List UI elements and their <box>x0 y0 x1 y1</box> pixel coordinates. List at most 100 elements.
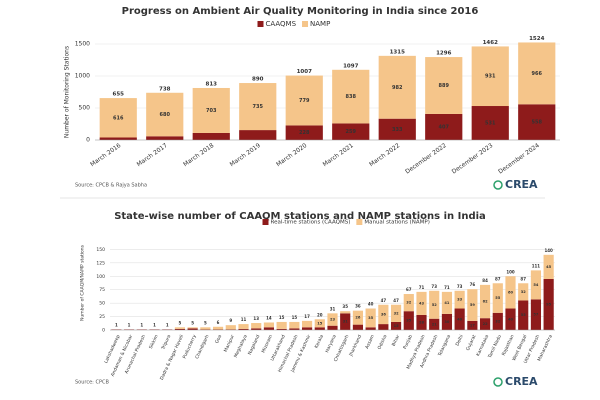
total-label: 1296 <box>436 51 451 57</box>
x-tick-label: March 2017 <box>136 142 169 168</box>
bar-segment <box>543 278 554 330</box>
x-tick-label: Punjab <box>402 334 414 350</box>
segment-label: 32 <box>394 311 400 315</box>
x-tick-label: March 2018 <box>182 142 215 168</box>
total-label: 47 <box>381 298 387 303</box>
y-tick-label: 1000 <box>75 73 90 80</box>
y-tick-label: 0 <box>86 137 90 144</box>
total-label: 655 <box>113 92 125 98</box>
bar-segment <box>276 321 287 329</box>
bar-segment <box>378 55 416 119</box>
y-tick-label: 100 <box>96 274 105 280</box>
logo: CREA <box>505 375 538 388</box>
bar-segment <box>301 327 313 330</box>
bar-segment <box>441 313 453 330</box>
bar-segment <box>505 276 516 309</box>
bar-segment <box>285 125 323 140</box>
segment-label: 41 <box>444 301 450 305</box>
x-tick-label: Goa <box>214 334 223 345</box>
x-tick-label: Haryana <box>324 334 338 354</box>
bar-segment <box>239 83 277 131</box>
chart-title: State-wise number of CAAQM stations and … <box>114 211 486 222</box>
x-tick-label: March 2019 <box>229 142 262 168</box>
segment-label: 40 <box>508 317 514 321</box>
legend-label: Manual stations (NAMP) <box>364 220 430 226</box>
total-label: 73 <box>431 284 437 289</box>
legend-swatch <box>257 21 264 27</box>
segment-label: 32 <box>495 319 501 323</box>
bar-segment <box>238 328 249 330</box>
bar-segment <box>289 321 300 329</box>
segment-label: 32 <box>406 301 412 305</box>
segment-label: 60 <box>508 290 514 294</box>
total-label: 1315 <box>390 49 405 55</box>
bar-segment <box>365 308 376 328</box>
segment-label: 15 <box>394 324 400 328</box>
x-tick-label: December 2024 <box>497 142 541 176</box>
logo-mark <box>493 180 503 190</box>
segment-label: 966 <box>532 71 543 77</box>
total-label: 36 <box>355 304 361 309</box>
segment-label: 52 <box>432 303 438 307</box>
bar-segment <box>416 314 427 330</box>
total-label: 17 <box>304 314 310 319</box>
bar-segment <box>187 327 198 329</box>
bar-segment <box>187 328 198 330</box>
y-tick-label: 1500 <box>75 41 90 48</box>
bar-segment <box>505 308 516 330</box>
x-tick-label: March 2020 <box>275 142 308 168</box>
bar-segment <box>239 130 277 140</box>
bar-segment <box>467 320 478 330</box>
bar-segment <box>327 313 338 326</box>
total-label: 738 <box>159 86 171 92</box>
segment-label: 779 <box>299 98 310 104</box>
total-label: 40 <box>368 302 374 307</box>
total-label: 1 <box>115 322 118 327</box>
total-label: 6 <box>217 320 220 325</box>
segment-label: 30 <box>444 320 450 324</box>
total-label: 890 <box>252 77 264 83</box>
x-tick-label: December 2023 <box>451 142 495 176</box>
total-label: 813 <box>206 81 218 87</box>
total-label: 1007 <box>297 69 312 75</box>
bar-segment <box>146 136 184 140</box>
legend-label: CAAQMS <box>266 20 297 28</box>
bar-segment <box>518 104 556 140</box>
segment-label: 558 <box>532 120 543 126</box>
bar-segment <box>238 324 249 329</box>
total-label: 1 <box>128 322 131 327</box>
bar-segment <box>332 69 370 124</box>
legend-label: Real-time stations (CAAQMS) <box>271 220 351 226</box>
source-note: Source: CPCB <box>75 380 109 386</box>
total-label: 73 <box>457 284 463 289</box>
y-axis-label: Number of CAAQM/NAMP stations <box>80 244 86 321</box>
bar-segment <box>543 254 554 279</box>
bar-segment <box>403 294 414 312</box>
bar-segment <box>425 57 463 114</box>
x-tick-label: Rajasthan <box>501 334 516 357</box>
x-tick-label: Manipur <box>223 334 236 353</box>
total-label: 9 <box>229 318 232 323</box>
segment-label: 31 <box>343 320 349 324</box>
bar-segment <box>471 46 509 107</box>
x-tick-label: Dadra & Nagar Haveli <box>159 334 185 381</box>
x-tick-label: Mizoram <box>261 334 275 354</box>
segment-label: 889 <box>439 83 450 89</box>
segment-label: 32 <box>521 290 527 294</box>
total-label: 1462 <box>483 40 498 46</box>
bar-segment <box>99 137 137 140</box>
bar-segment <box>518 42 556 105</box>
y-tick-label: 150 <box>96 247 105 253</box>
total-label: 76 <box>470 282 476 287</box>
segment-label: 62 <box>483 300 489 304</box>
segment-label: 531 <box>485 121 496 127</box>
x-tick-label: March 2021 <box>322 142 355 168</box>
segment-label: 45 <box>546 265 552 269</box>
bar-segment <box>518 283 529 301</box>
segment-label: 982 <box>392 85 403 91</box>
y-tick-label: 500 <box>79 105 91 112</box>
bar-segment <box>285 75 323 126</box>
logo-mark <box>493 377 503 387</box>
bar-segment <box>429 318 440 330</box>
segment-label: 40 <box>457 317 463 321</box>
